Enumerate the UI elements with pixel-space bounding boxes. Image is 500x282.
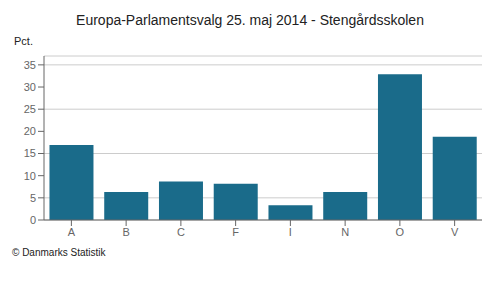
svg-text:O: O bbox=[396, 226, 405, 238]
html-text:Europa-Parlamentsvalg 25. maj: Europa-Parlamentsvalg 25. maj 2014 - Ste… bbox=[76, 12, 424, 28]
svg-text:0: 0 bbox=[30, 214, 36, 226]
svg-text:V: V bbox=[451, 226, 459, 238]
svg-text:F: F bbox=[232, 226, 239, 238]
html-text:Pct.: Pct. bbox=[14, 35, 33, 47]
svg-text:N: N bbox=[341, 226, 349, 238]
svg-text:10: 10 bbox=[24, 170, 36, 182]
html-text:© Danmarks Statistik: © Danmarks Statistik bbox=[12, 247, 106, 258]
svg-text:20: 20 bbox=[24, 125, 36, 137]
svg-text:25: 25 bbox=[24, 103, 36, 115]
svg-text:B: B bbox=[122, 226, 129, 238]
svg-text:35: 35 bbox=[24, 59, 36, 71]
svg-text:A: A bbox=[68, 226, 76, 238]
svg-text:30: 30 bbox=[24, 81, 36, 93]
svg-text:15: 15 bbox=[24, 147, 36, 159]
svg-text:C: C bbox=[177, 226, 185, 238]
svg-text:I: I bbox=[289, 226, 292, 238]
svg-text:5: 5 bbox=[30, 192, 36, 204]
